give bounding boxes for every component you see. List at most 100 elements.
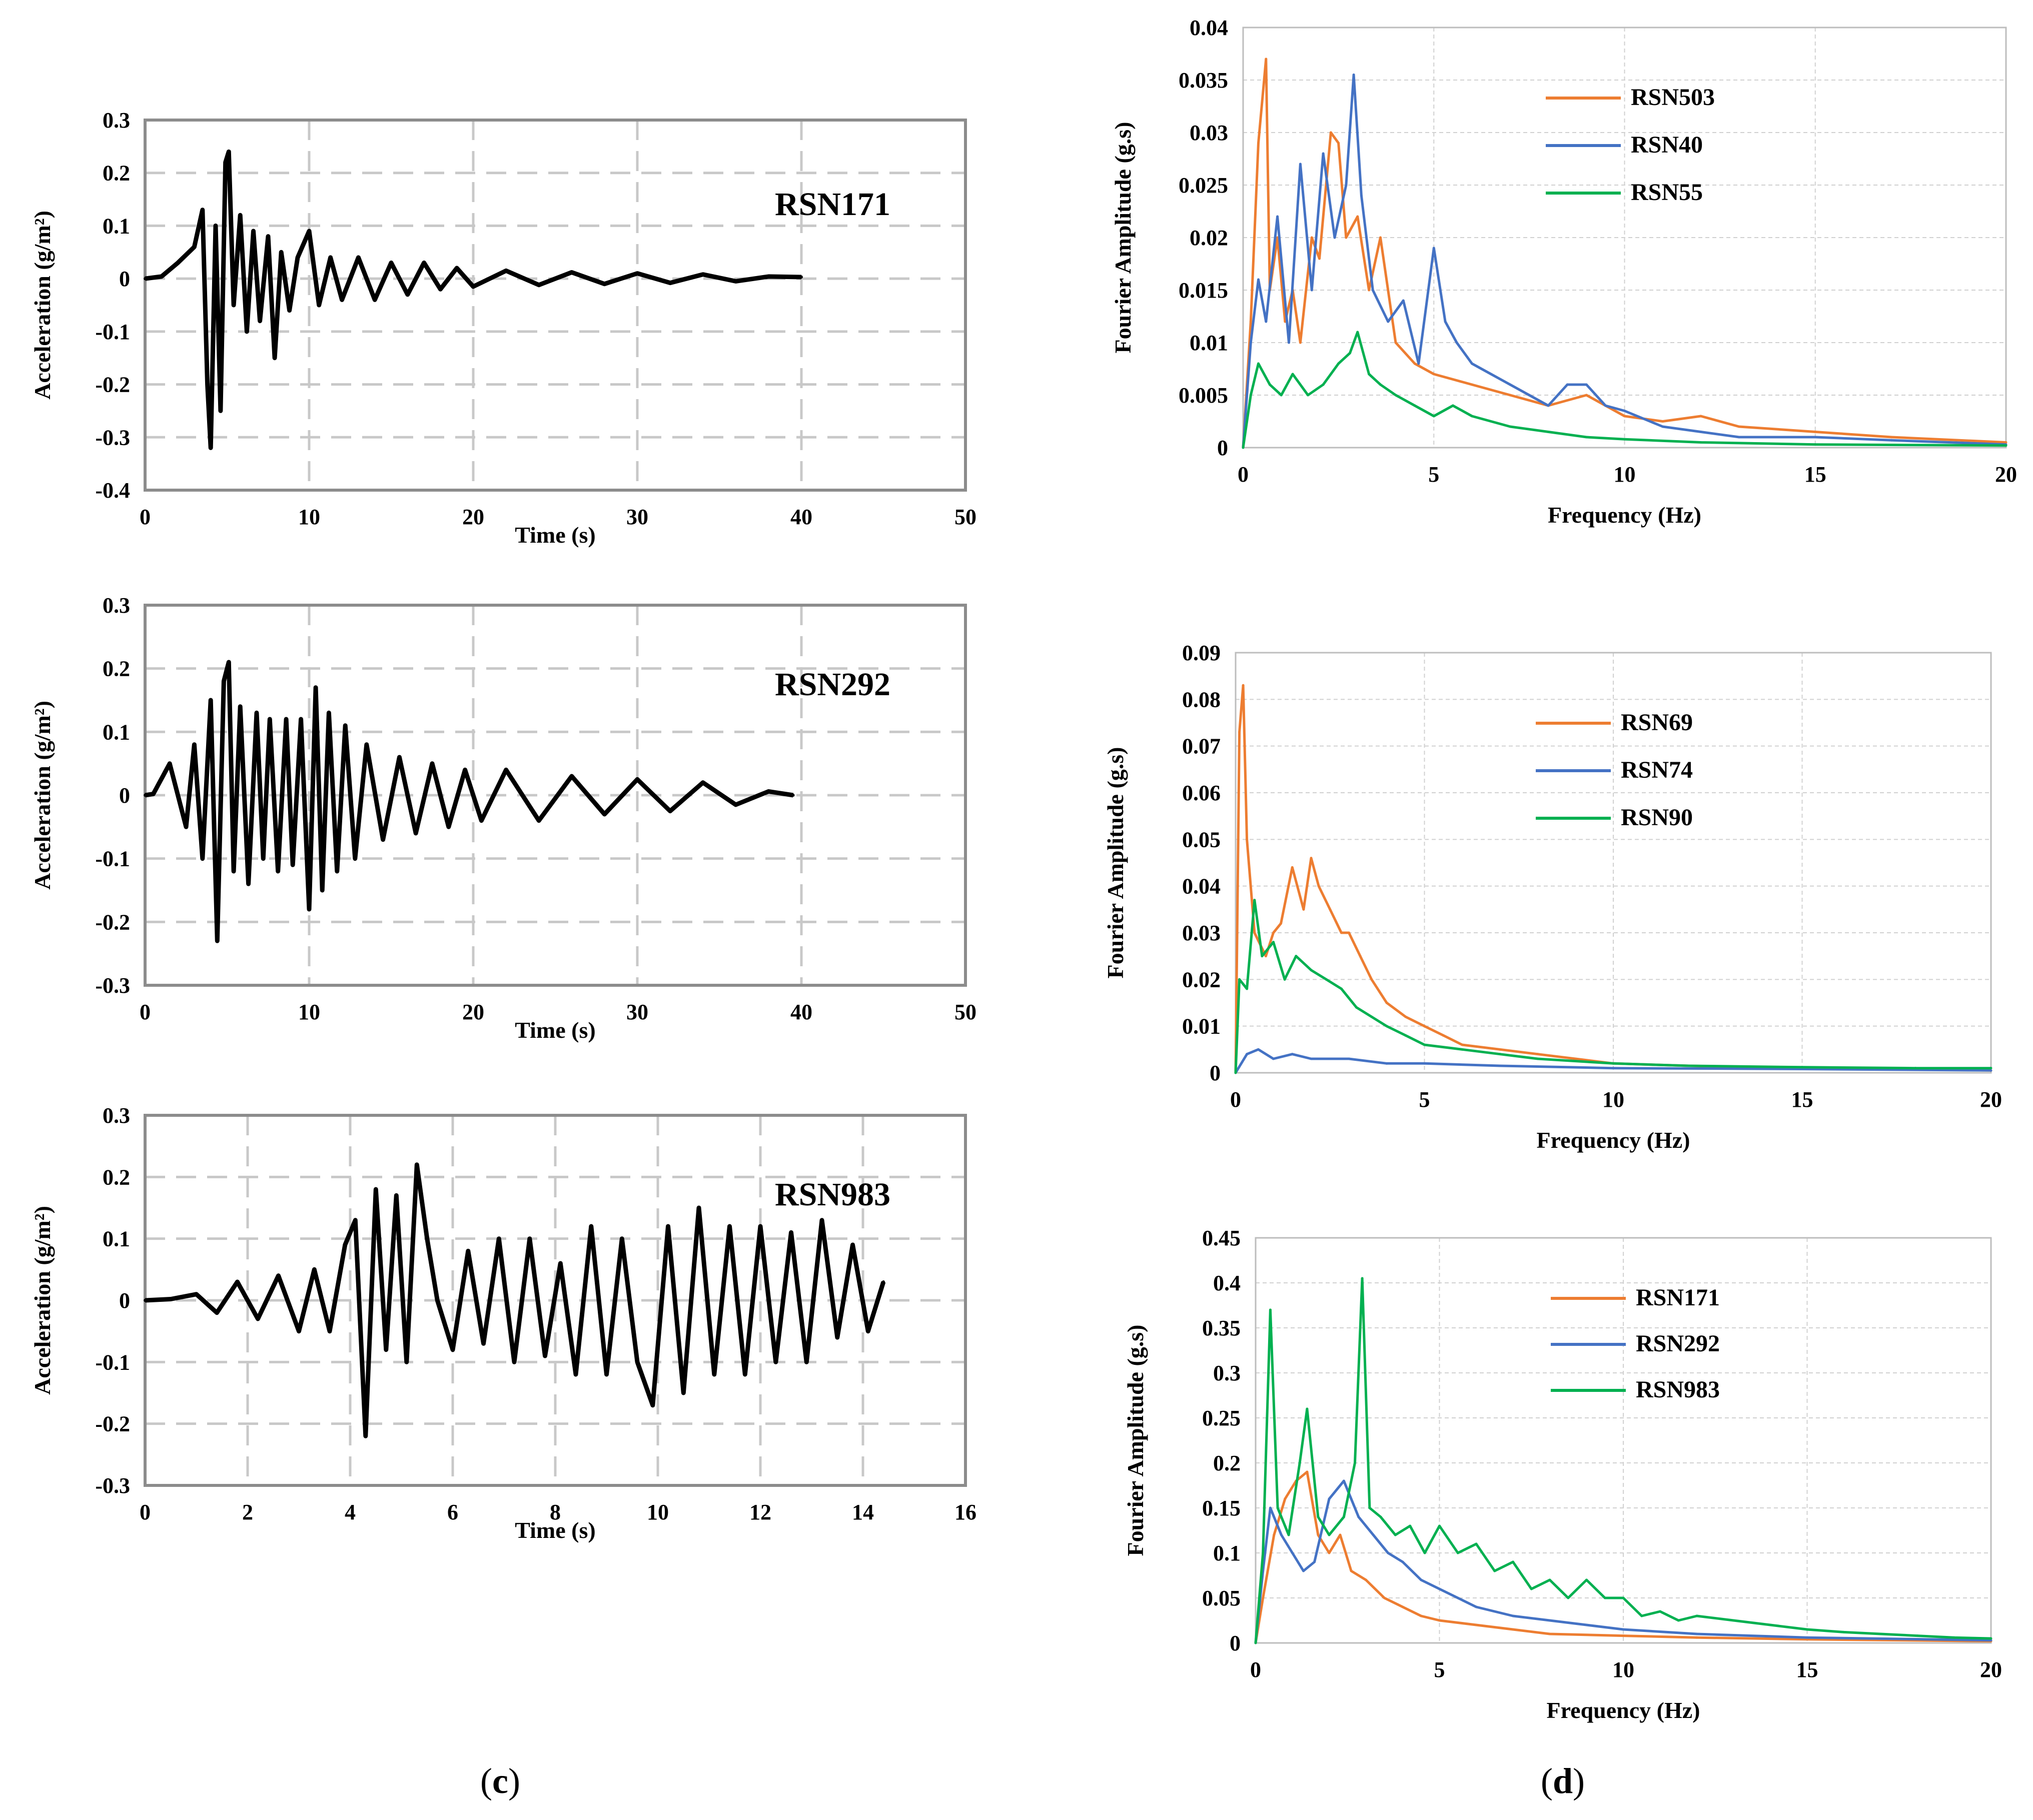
data-point bbox=[1291, 373, 1294, 376]
data-point bbox=[144, 794, 147, 797]
data-point bbox=[1640, 1614, 1643, 1617]
data-point bbox=[734, 280, 737, 283]
x-tick-label: 14 bbox=[852, 1500, 874, 1524]
data-point bbox=[1238, 978, 1241, 981]
x-tick-label: 5 bbox=[1434, 1657, 1445, 1682]
data-point bbox=[603, 282, 606, 286]
x-tick-label: 0 bbox=[1238, 462, 1249, 487]
data-point bbox=[214, 224, 218, 228]
y-tick-label: 0 bbox=[119, 267, 130, 291]
y-tick-label: -0.1 bbox=[95, 320, 130, 344]
data-point bbox=[1280, 922, 1283, 925]
data-point bbox=[1455, 341, 1458, 344]
data-point bbox=[1623, 415, 1626, 418]
data-point bbox=[1585, 394, 1588, 397]
data-point bbox=[1268, 383, 1271, 386]
data-point bbox=[1423, 1025, 1426, 1028]
data-point bbox=[1283, 978, 1286, 981]
data-point bbox=[1299, 163, 1302, 166]
data-point bbox=[1359, 955, 1362, 958]
data-point bbox=[1340, 931, 1343, 934]
y-tick-label: 0.1 bbox=[1213, 1541, 1241, 1565]
data-point bbox=[1471, 362, 1473, 365]
x-tick-label: 20 bbox=[462, 505, 484, 529]
x-tick-label: 30 bbox=[626, 505, 648, 529]
data-point bbox=[1413, 404, 1416, 407]
data-point bbox=[1623, 438, 1626, 441]
data-point bbox=[436, 1299, 439, 1302]
data-point bbox=[364, 1434, 367, 1438]
data-point bbox=[245, 330, 249, 333]
data-point bbox=[1737, 436, 1740, 439]
data-point bbox=[296, 256, 300, 259]
data-point bbox=[1291, 1551, 1294, 1554]
data-point bbox=[160, 275, 163, 278]
data-point bbox=[1699, 441, 1702, 444]
data-point bbox=[1370, 978, 1373, 981]
y-tick-label: 0.05 bbox=[1202, 1586, 1241, 1610]
data-point bbox=[636, 1360, 639, 1364]
x-tick-label: 15 bbox=[1804, 462, 1826, 487]
data-point bbox=[1272, 1057, 1275, 1060]
data-point bbox=[1365, 1578, 1367, 1581]
data-point bbox=[1348, 931, 1350, 934]
data-point bbox=[1547, 404, 1550, 407]
data-point bbox=[374, 1188, 378, 1191]
data-point bbox=[1306, 1407, 1309, 1410]
data-point bbox=[1567, 1596, 1570, 1599]
x-tick-label: 0 bbox=[140, 1000, 151, 1024]
data-point bbox=[528, 1237, 531, 1240]
data-point bbox=[1372, 1533, 1375, 1536]
data-point bbox=[1253, 899, 1256, 902]
x-tick-label: 5 bbox=[1419, 1087, 1430, 1112]
series-line-rsn171 bbox=[1254, 1470, 1991, 1643]
data-point bbox=[1368, 289, 1371, 292]
data-point bbox=[185, 825, 188, 829]
data-point bbox=[390, 261, 393, 265]
data-point bbox=[636, 272, 639, 275]
data-point bbox=[1394, 394, 1397, 397]
data-point bbox=[1317, 1533, 1320, 1536]
data-point bbox=[291, 863, 295, 867]
x-tick-label: 10 bbox=[1614, 462, 1636, 487]
fourier-chart-top-svg: 0 0.005 0.01 0.015 0.02 0.025 0.03 0.035 0.04 0 5 1… bbox=[1110, 16, 2017, 528]
data-point bbox=[1350, 1569, 1353, 1572]
y-tick-label: 0.2 bbox=[1213, 1451, 1241, 1475]
data-point bbox=[1360, 194, 1363, 197]
data-point bbox=[1574, 1057, 1577, 1060]
data-point bbox=[712, 1373, 716, 1376]
data-point bbox=[1265, 58, 1268, 61]
data-point bbox=[277, 1274, 280, 1277]
y-tick-label: 0.2 bbox=[103, 1165, 130, 1189]
data-point bbox=[176, 261, 180, 265]
data-point bbox=[1328, 1497, 1331, 1500]
data-point bbox=[820, 1218, 823, 1222]
x-tick-label: 0 bbox=[140, 505, 151, 529]
data-point bbox=[1269, 1506, 1272, 1509]
data-point bbox=[1512, 1628, 1514, 1631]
data-point bbox=[169, 1297, 173, 1301]
data-point bbox=[1417, 362, 1420, 365]
y-axis-title: Fourier Amplitude (g.s) bbox=[1123, 1325, 1148, 1556]
data-point bbox=[314, 686, 318, 689]
data-point bbox=[1623, 410, 1626, 412]
data-point bbox=[1328, 1551, 1331, 1554]
data-point bbox=[1661, 420, 1664, 423]
data-point bbox=[308, 908, 311, 911]
data-point bbox=[232, 304, 236, 307]
data-point bbox=[620, 1237, 624, 1240]
data-point bbox=[1548, 1578, 1551, 1581]
x-tick-label: 0 bbox=[1230, 1087, 1241, 1112]
y-tick-label: 0.015 bbox=[1179, 278, 1228, 303]
data-point bbox=[1306, 1470, 1309, 1473]
data-point bbox=[219, 409, 222, 413]
legend-label-rsn40: RSN40 bbox=[1631, 132, 1703, 158]
y-tick-label: 0.1 bbox=[103, 1227, 130, 1251]
data-point bbox=[463, 768, 467, 772]
data-point bbox=[239, 705, 242, 708]
data-point bbox=[1265, 320, 1268, 323]
data-point bbox=[256, 1317, 260, 1320]
data-point bbox=[1814, 443, 1817, 446]
x-tick-label: 40 bbox=[790, 1000, 812, 1024]
data-point bbox=[1325, 978, 1328, 981]
